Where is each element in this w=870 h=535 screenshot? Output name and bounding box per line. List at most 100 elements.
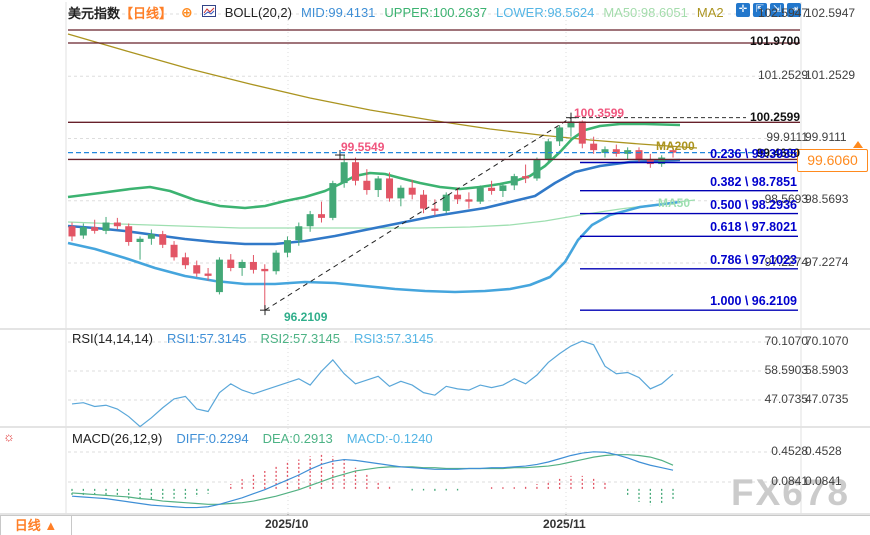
swing-low-label: 96.2109 [284, 310, 328, 324]
candle-body [363, 180, 371, 191]
time-axis-bar: 日线 ▲ [0, 515, 870, 535]
rsi2-value: RSI2:57.3145 [260, 331, 340, 346]
candle-body [556, 127, 564, 142]
candle-body [159, 234, 167, 245]
price-axis-left: 101.2529 [757, 68, 808, 82]
timeframe-selector[interactable]: 日线 ▲ [0, 516, 72, 535]
current-price-badge: 99.6060 [797, 149, 868, 172]
chart-window-icon[interactable] [201, 5, 216, 20]
scale-y-axis-icon[interactable]: ⇱ [753, 3, 767, 17]
candle-body [533, 159, 541, 179]
candle-body [669, 150, 677, 153]
level-label: 100.2599 [749, 110, 800, 124]
candle-body [170, 244, 178, 258]
candle-body [499, 185, 507, 191]
macd-dea-line [71, 454, 674, 505]
macd-axis-right: 0.0841 [805, 474, 842, 488]
candle-body [488, 187, 496, 191]
main-indicator-legend: 美元指数【日线】 ⊕ BOLL(20,2) MID:99.4131 UPPER:… [68, 3, 724, 22]
price-up-arrow-icon [853, 141, 863, 148]
candle-body [408, 187, 416, 195]
macd-value: MACD:-0.1240 [346, 431, 433, 446]
rsi-axis-right: 58.5903 [805, 363, 849, 377]
candle-body [374, 178, 382, 191]
boll-lower-value: LOWER:98.5624 [496, 5, 595, 20]
price-axis-left: 102.5947 [757, 6, 808, 20]
rsi-line [71, 340, 674, 428]
candle-body [136, 238, 144, 243]
boll-mid-line [67, 158, 681, 246]
candle-body [578, 121, 586, 144]
candle-body [386, 178, 394, 199]
ma50-value: MA50:98.6051 [603, 5, 688, 20]
price-axis-right: 97.2274 [805, 255, 849, 269]
rsi-axis-right: 70.1070 [805, 334, 849, 348]
candle-body [522, 176, 530, 179]
candle-body [249, 261, 257, 270]
fib-label: 0.236 \ 99.3935 [710, 147, 797, 161]
fib-label: 0.786 \ 97.1023 [710, 253, 797, 267]
candle-body [295, 226, 303, 241]
pan-icon[interactable]: ✛ [736, 3, 750, 17]
macd-dea-value: DEA:0.2913 [262, 431, 333, 446]
boll-upper-value: UPPER:100.2637 [384, 5, 488, 20]
rsi1-value: RSI1:57.3145 [166, 331, 247, 346]
candle-body [181, 257, 189, 266]
macd-axis-right: 0.4528 [805, 444, 842, 458]
swing-high-label: 100.3599 [574, 106, 625, 120]
boll-label: BOLL(20,2) [224, 5, 292, 20]
price-axis-right: 98.5693 [805, 192, 849, 206]
candle-body [431, 208, 439, 211]
macd-label: MACD(26,12,9) [72, 431, 163, 446]
candle-body [658, 157, 666, 165]
ma200-legend: MA2 [696, 5, 724, 20]
indicator-settings-icon[interactable]: ☼ [3, 429, 15, 444]
chart-toolbar: ✛ ⇱ ⇲ ⇥ [736, 3, 801, 17]
macd-axis-left: 0.0841 [771, 474, 808, 488]
candle-body [261, 268, 269, 272]
x-axis-date: 2025/10 [265, 517, 309, 531]
rsi-axis-left: 58.5903 [764, 363, 808, 377]
macd-legend: MACD(26,12,9) DIFF:0.2294 DEA:0.2913 MAC… [72, 431, 433, 446]
candle-body [352, 162, 359, 181]
candle-body [624, 150, 632, 154]
price-axis-right: 101.2529 [805, 68, 856, 82]
ma200-tag: MA200 [656, 139, 695, 153]
candle-body [306, 214, 314, 227]
rsi-legend: RSI(14,14,14) RSI1:57.3145 RSI2:57.3145 … [72, 331, 433, 346]
level-label: 99.4600 [756, 146, 800, 160]
candle-body [601, 149, 609, 153]
candle-body [590, 143, 598, 151]
candle-body [510, 176, 518, 186]
candle-body [204, 273, 212, 276]
scale-x-axis-icon[interactable]: ⇲ [770, 3, 784, 17]
candle-body [272, 252, 280, 272]
candle-body [238, 261, 246, 268]
boll-lower-line [67, 200, 681, 294]
x-axis-date: 2025/11 [543, 517, 586, 531]
boll-upper-line [67, 122, 681, 210]
candle-body [612, 149, 620, 154]
exit-chart-icon[interactable]: ⇥ [787, 3, 801, 17]
ma50-line [67, 199, 696, 229]
candle-body [465, 199, 473, 202]
candle-body [227, 259, 235, 268]
watermark: FX678 [731, 472, 851, 513]
candle-body [193, 265, 201, 274]
ma50-tag: MA50 [658, 196, 691, 210]
candle-body [102, 222, 110, 231]
candle-body [283, 240, 291, 253]
candle-body [91, 227, 99, 231]
macd-axis-left: 0.4528 [771, 444, 808, 458]
fib-label: 0.382 \ 98.7851 [710, 175, 797, 189]
candle-body [420, 194, 428, 209]
fib-label: 0.618 \ 97.8021 [710, 220, 797, 234]
candle-body [397, 187, 405, 199]
add-compare-icon[interactable]: ⊕ [181, 4, 193, 20]
candle-body [215, 259, 223, 293]
swing-high-label: 99.5549 [341, 140, 385, 154]
candle-body [340, 162, 348, 184]
boll-mid-value: MID:99.4131 [300, 5, 376, 20]
